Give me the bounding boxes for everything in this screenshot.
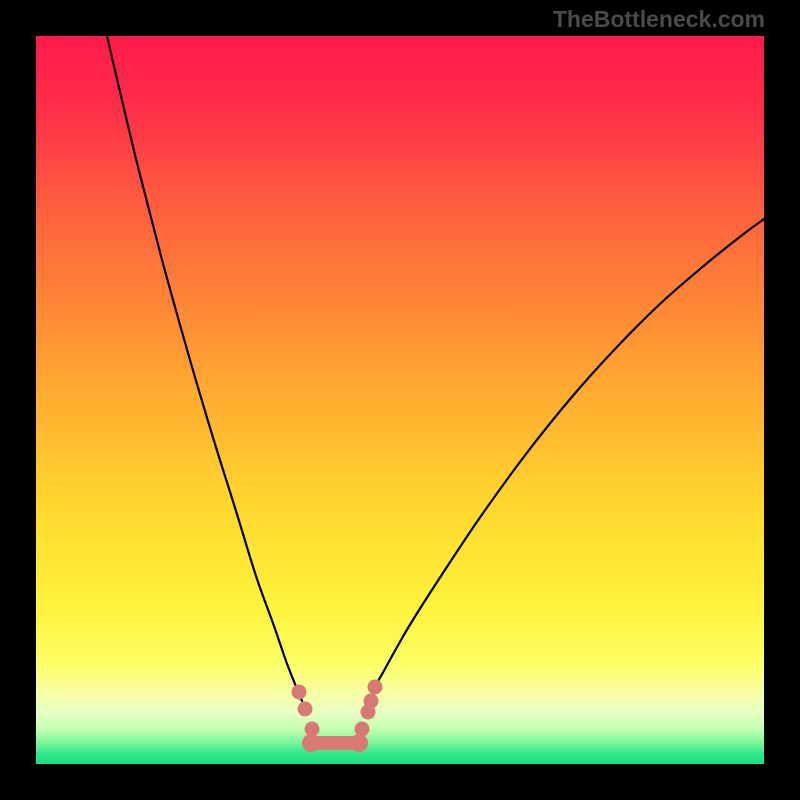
trough-marker <box>292 680 383 753</box>
trough-dot-right-2 <box>364 694 379 709</box>
chart-root: TheBottleneck.com <box>0 0 800 800</box>
trough-bar-end-left <box>302 734 320 752</box>
plot-area <box>36 36 764 764</box>
trough-dot-left-1 <box>298 702 313 717</box>
trough-dot-right-3 <box>368 680 383 695</box>
trough-bar-end-right <box>350 734 368 752</box>
watermark-text: TheBottleneck.com <box>553 6 765 33</box>
trough-dot-right-0 <box>355 722 370 737</box>
trough-dot-left-2 <box>305 722 320 737</box>
curve-layer <box>36 36 764 764</box>
curve-right-branch <box>374 219 764 688</box>
curve-left-branch <box>107 36 302 701</box>
trough-dot-left-0 <box>292 685 307 700</box>
